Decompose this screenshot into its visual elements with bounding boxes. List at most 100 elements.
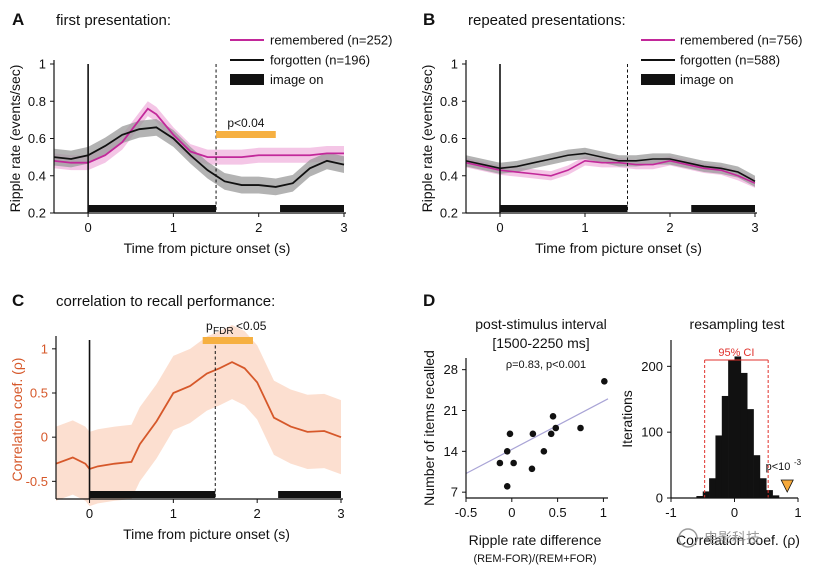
x-tick-label: -0.5	[455, 505, 477, 520]
y-tick-label: 1	[39, 57, 46, 72]
legend-label-remembered: remembered (n=252)	[270, 33, 392, 48]
histogram-y-label: Iterations	[619, 390, 635, 448]
scatter-point	[503, 448, 511, 455]
band-a	[56, 324, 341, 507]
histogram-x-label: Correlation coef. (ρ)	[676, 532, 800, 548]
y-tick-label: 0.6	[28, 131, 46, 146]
legend-label-forgotten: forgotten (n=588)	[680, 53, 780, 68]
histogram-bar	[728, 359, 735, 498]
y-tick-label: 0.6	[440, 131, 458, 146]
x-axis-label: Time from picture onset (s)	[535, 240, 702, 256]
scatter-point	[577, 424, 584, 432]
y-tick-label: 28	[444, 362, 458, 377]
panel-B: 0.2 0.4 0.6 0.8 1 0 1 2 3 Time from picture onset…	[419, 10, 802, 256]
significance-bar	[216, 131, 276, 138]
sig-label-p: p	[206, 319, 213, 333]
significance-label: p<0.04	[227, 116, 264, 130]
watermark-logo-icon	[678, 528, 698, 548]
p-value-label: p<10	[766, 461, 791, 473]
band-a	[54, 101, 344, 171]
fit-line	[465, 398, 609, 475]
histogram-bar	[709, 478, 716, 498]
y-tick-label: 0.8	[440, 94, 458, 109]
x-tick-label: 0	[496, 220, 503, 235]
x-tick-label: 3	[337, 506, 344, 521]
y-tick-label: 100	[641, 425, 663, 440]
x-tick-label: 1	[170, 506, 177, 521]
x-tick-label: 0	[86, 506, 93, 521]
y-tick-label: 200	[641, 359, 663, 374]
panel-A: 0.2 0.4 0.6 0.8 1 0 1 2 3 Time from picture onset…	[7, 10, 392, 256]
x-axis-label: Time from picture onset (s)	[123, 526, 290, 542]
histogram-bar	[702, 491, 710, 498]
scatter-x-label: Ripple rate difference	[469, 532, 602, 548]
watermark-text: 电影科技	[704, 530, 760, 546]
scatter-point	[528, 465, 536, 473]
image-on-bar	[278, 491, 341, 498]
p-value-exponent: -3	[794, 458, 802, 467]
histogram-bar	[721, 395, 729, 498]
scatter-point	[547, 430, 555, 438]
histogram-bar	[772, 495, 780, 498]
watermark: 电影科技	[678, 528, 760, 548]
y-tick-label: 0	[41, 430, 48, 445]
scatter-point	[601, 378, 608, 385]
panel-title: repeated presentations:	[468, 12, 626, 29]
panel-letter: A	[12, 10, 24, 29]
image-on-bar	[500, 205, 628, 212]
significance-label: p FDR <0.05	[206, 319, 267, 337]
image-on-bar	[280, 205, 344, 212]
scatter-point	[503, 483, 511, 490]
histogram-bar	[747, 409, 754, 498]
y-tick-label: -0.5	[26, 474, 48, 489]
sig-label-sub: FDR	[213, 326, 234, 337]
legend-label-forgotten: forgotten (n=196)	[270, 53, 370, 68]
band-b	[466, 147, 755, 187]
image-on-bar	[89, 491, 216, 498]
x-tick-label: 0	[508, 505, 515, 520]
y-tick-label: 7	[451, 485, 458, 500]
x-tick-label: 2	[255, 220, 262, 235]
x-tick-label: -1	[665, 505, 677, 520]
x-tick-label: 2	[666, 220, 673, 235]
histogram-bar	[696, 496, 704, 498]
scatter-y-label: Number of items recalled	[421, 350, 437, 506]
x-tick-label: 0.5	[549, 505, 567, 520]
y-tick-label: 14	[444, 444, 458, 459]
y-axis-label: Ripple rate (events/sec)	[7, 65, 23, 213]
y-tick-label: 0.5	[30, 386, 48, 401]
ci-label: 95% CI	[718, 347, 754, 359]
scatter-subtitle: [1500-2250 ms]	[492, 335, 589, 351]
x-tick-label: 3	[751, 220, 758, 235]
legend-swatch-image-on	[641, 74, 675, 85]
legend-label-image-on: image on	[270, 72, 323, 87]
histogram-bar	[753, 455, 761, 498]
y-tick-label: 0.4	[28, 168, 46, 183]
legend-label-image-on: image on	[680, 72, 733, 87]
panel-letter: D	[423, 291, 435, 310]
histogram-bar	[715, 435, 723, 498]
y-tick-label: 0.2	[28, 206, 46, 221]
legend-label-remembered: remembered (n=756)	[680, 33, 802, 48]
observed-marker	[780, 479, 794, 493]
histogram-title: resampling test	[690, 316, 785, 332]
sig-label-rest: <0.05	[236, 319, 267, 333]
series-line-b	[53, 126, 345, 188]
scatter-x-label-sub: (REM-FOR)/(REM+FOR)	[473, 553, 596, 565]
scatter-title: post-stimulus interval	[475, 316, 607, 332]
legend: remembered (n=252) forgotten (n=196) image…	[230, 33, 392, 87]
panel-letter: B	[423, 10, 435, 29]
histogram-bar	[740, 372, 748, 498]
scatter-point	[540, 448, 548, 455]
scatter-point	[552, 424, 560, 432]
x-axis-label: Time from picture onset (s)	[124, 240, 291, 256]
panel-C: -0.5 0 0.5 1 0 1 2 3 Time from picture onset (s)…	[9, 291, 345, 542]
panel-title: correlation to recall performance:	[56, 293, 275, 310]
x-tick-label: 2	[254, 506, 261, 521]
y-tick-label: 0.4	[440, 168, 458, 183]
histogram-bar	[759, 478, 767, 498]
series-line-b	[465, 152, 756, 183]
scatter-point	[496, 459, 504, 467]
